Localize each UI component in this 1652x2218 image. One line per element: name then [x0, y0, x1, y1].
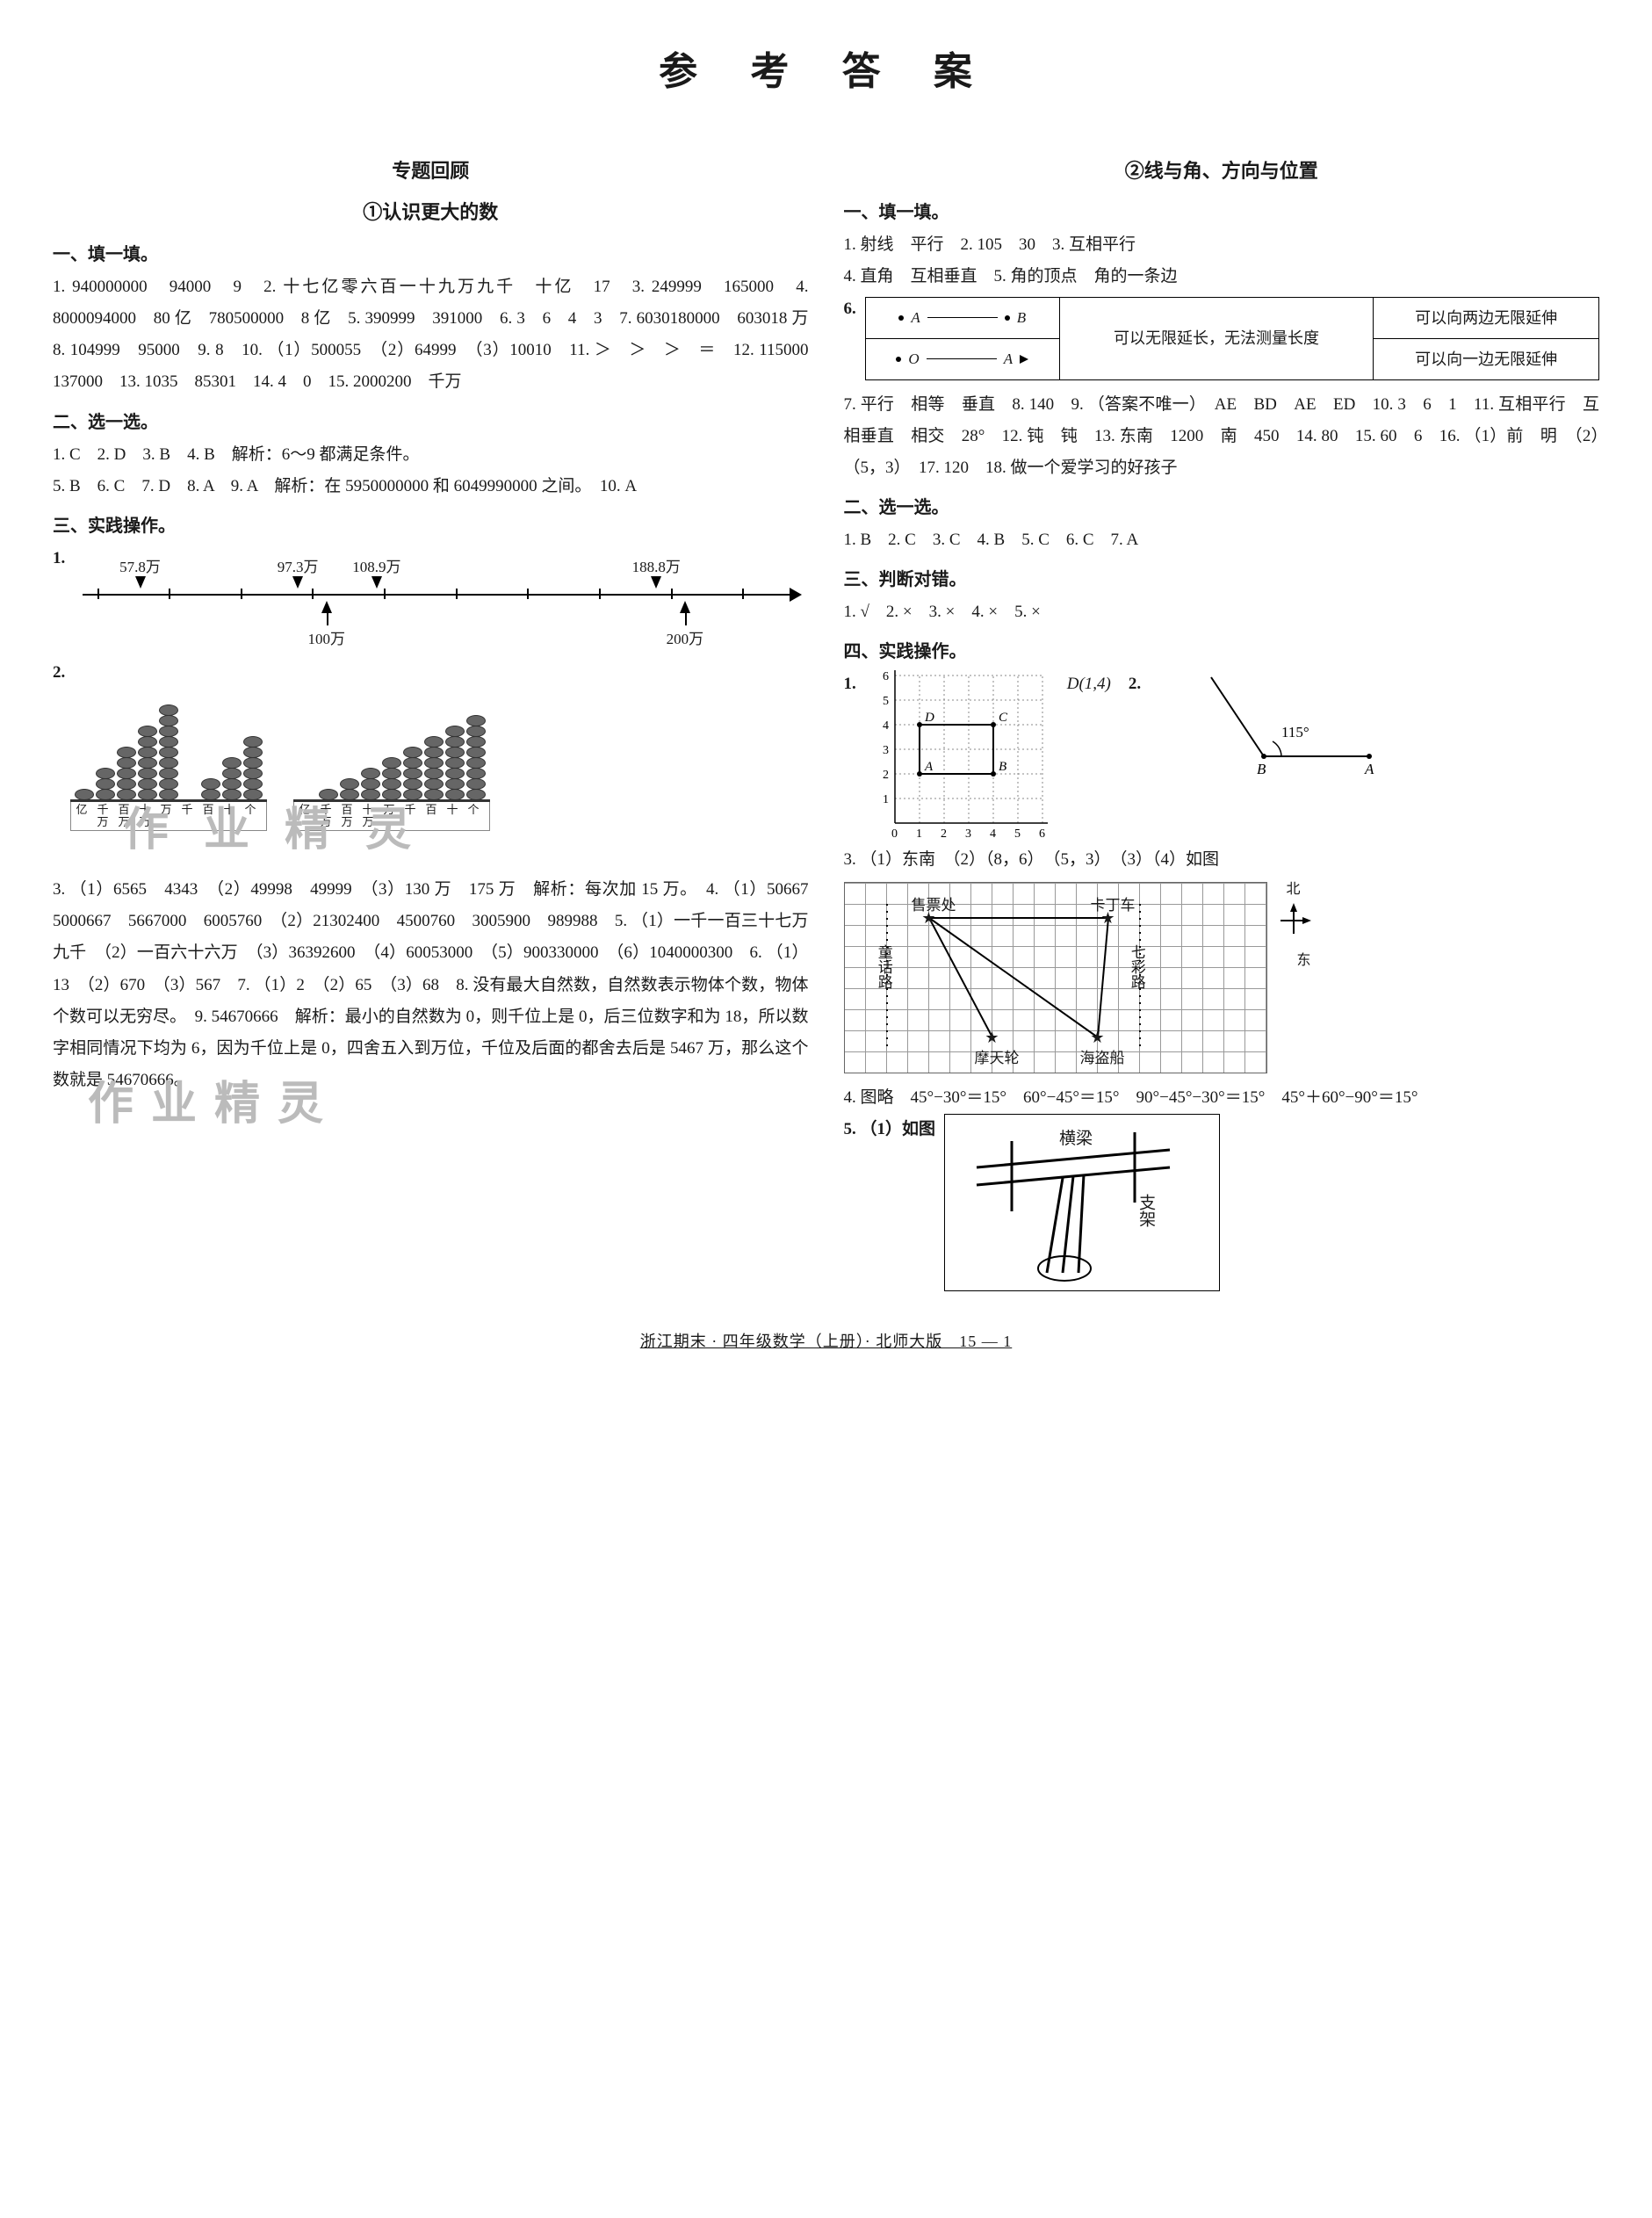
topic-right: ②线与角、方向与位置 [844, 153, 1600, 190]
abacus-row: 亿千万百万十万万千百十个 亿千万百万十万万千百十个 [70, 694, 809, 832]
ray-label-O: O [908, 345, 919, 373]
svg-text:4: 4 [990, 827, 996, 841]
compass-north: 北 [1276, 877, 1311, 903]
sec2-header-left: 二、选一选。 [53, 406, 809, 439]
abacus-1: 亿千万百万十万万千百十个 [70, 694, 267, 832]
ray-OA-figure: O A [875, 345, 1050, 373]
sec4-header-right: 四、实践操作。 [844, 635, 1600, 668]
svg-text:0: 0 [891, 827, 898, 841]
beam-h-label: 横梁 [1059, 1123, 1093, 1155]
coordinate-grid-figure: 0 1 2 3 4 5 6 1 2 3 4 5 6 A B C D [874, 668, 1050, 844]
sec3-body-right: 1. √ 2. × 3. × 4. × 5. × [844, 596, 1600, 628]
compass-icon: 北 东 [1276, 877, 1311, 975]
seg-label-A: A [911, 304, 920, 332]
q4-body-right: 4. 图略 45°−30°＝15° 60°−45°＝15° 90°−45°−30… [844, 1082, 1600, 1114]
ray-label-A: A [1004, 345, 1013, 373]
sec3-body-left: 3. （1）6565 4343 （2）49998 49999 （3）130 万 … [53, 874, 809, 1096]
topic-left: ①认识更大的数 [53, 194, 809, 231]
sec2-line2-left: 5. B 6. C 7. D 8. A 9. A 解析：在 5950000000… [53, 471, 809, 502]
topic-sub-left: 专题回顾 [53, 153, 809, 190]
two-column-layout: 专题回顾 ①认识更大的数 一、填一填。 1. 940000000 94000 9… [53, 153, 1599, 1291]
svg-text:1: 1 [883, 793, 889, 806]
sec1-body-left: 1. 940000000 94000 9 2. 十七亿零六百一十九万九千 十亿 … [53, 271, 809, 398]
svg-text:2: 2 [883, 769, 889, 782]
table-q6: A B 可以无限延长，无法测量长度 可以向两边无限延伸 O A [865, 297, 1599, 380]
seg-label-B: B [1017, 304, 1026, 332]
sec3-header-right: 三、判断对错。 [844, 563, 1600, 596]
q5-label-right: 5. （1）如图 [844, 1114, 936, 1145]
q1-label-right: 1. [844, 668, 856, 700]
beam-v-label: 支架 [1129, 1194, 1161, 1227]
svg-text:6: 6 [1039, 827, 1045, 841]
angle-figure: 115° B A [1185, 668, 1378, 803]
map-figure: ★售票处★卡丁车★摩天轮★海盗船童话路七彩路 [844, 882, 1267, 1073]
left-column: 专题回顾 ①认识更大的数 一、填一填。 1. 940000000 94000 9… [53, 153, 809, 1291]
table6-r1c3: 可以向两边无限延伸 [1374, 297, 1599, 338]
svg-text:A: A [1364, 761, 1374, 777]
svg-text:2: 2 [941, 827, 947, 841]
abacus-2: 亿千万百万十万万千百十个 [293, 694, 490, 832]
sec1-header-left: 一、填一填。 [53, 238, 809, 271]
svg-text:C: C [999, 711, 1008, 725]
angle-degree-text: 115° [1281, 724, 1309, 741]
number-line-figure: 57.8万97.3万108.9万188.8万100万200万 [83, 552, 799, 657]
svg-text:B: B [1257, 761, 1266, 777]
sec2-body-right: 1. B 2. C 3. C 4. B 5. C 6. C 7. A [844, 524, 1600, 556]
q3-body-right: 3. （1）东南 （2）（8，6） （5，3） （3）（4）如图 [844, 844, 1600, 876]
beam-figure: 横梁 支架 [944, 1114, 1220, 1291]
sec3-header-left: 三、实践操作。 [53, 509, 809, 543]
point-D-label: D(1,4) [1067, 668, 1111, 700]
compass-east: 东 [1276, 948, 1311, 974]
table6-mid: 可以无限延长，无法测量长度 [1059, 297, 1374, 379]
table6-r2c3: 可以向一边无限延伸 [1374, 338, 1599, 379]
footer-text: 浙江期末 · 四年级数学（上册）· 北师大版 15 — 1 [640, 1333, 1013, 1350]
svg-text:3: 3 [965, 827, 971, 841]
segment-AB-figure: A B [875, 304, 1050, 332]
sec1-header-right: 一、填一填。 [844, 196, 1600, 229]
right-column: ②线与角、方向与位置 一、填一填。 1. 射线 平行 2. 105 30 3. … [844, 153, 1600, 1291]
page-title: 参 考 答 案 [53, 35, 1599, 109]
svg-text:5: 5 [883, 695, 889, 708]
svg-text:5: 5 [1014, 827, 1021, 841]
svg-text:B: B [999, 760, 1006, 774]
svg-text:A: A [924, 760, 934, 774]
sec2-line1-left: 1. C 2. D 3. B 4. B 解析：6～9 都满足条件。 [53, 439, 809, 471]
svg-text:1: 1 [916, 827, 922, 841]
q2-label-right: 2. [1129, 668, 1141, 700]
q6-label-right: 6. [844, 293, 856, 325]
page-footer: 浙江期末 · 四年级数学（上册）· 北师大版 15 — 1 [53, 1326, 1599, 1356]
q2-label-left: 2. [53, 657, 65, 689]
svg-text:3: 3 [883, 744, 889, 757]
q1-label-left: 1. [53, 543, 65, 574]
sec1-l1-right: 1. 射线 平行 2. 105 30 3. 互相平行 [844, 229, 1600, 261]
svg-text:6: 6 [883, 670, 889, 683]
sec2-header-right: 二、选一选。 [844, 491, 1600, 524]
sec1-l2-right: 4. 直角 互相垂直 5. 角的顶点 角的一条边 [844, 261, 1600, 293]
sec1-body2-right: 7. 平行 相等 垂直 8. 140 9. （答案不唯一） AE BD AE E… [844, 389, 1600, 484]
svg-text:D: D [924, 711, 934, 725]
svg-text:4: 4 [883, 719, 889, 733]
